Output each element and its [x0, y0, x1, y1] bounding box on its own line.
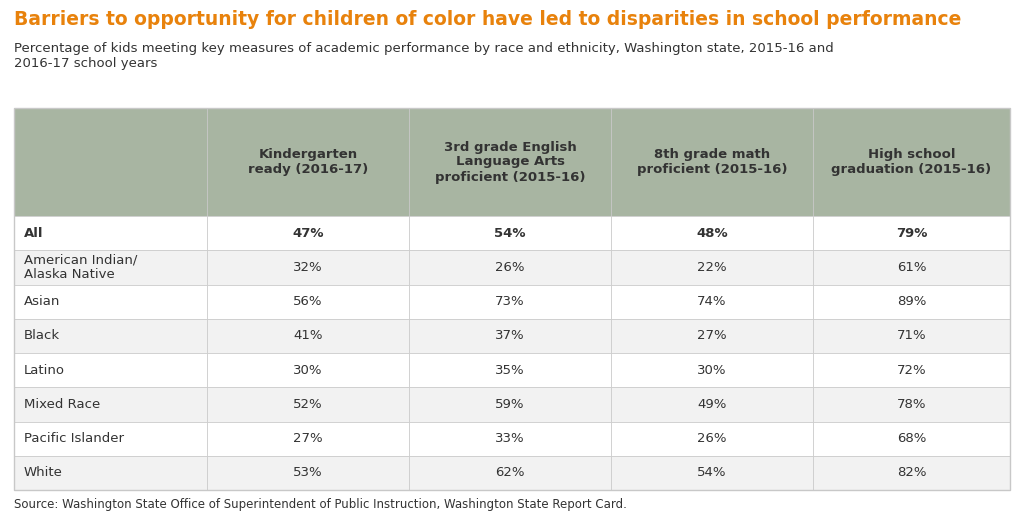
Text: Asian: Asian [24, 295, 60, 308]
Bar [14, 319, 207, 353]
Text: 61%: 61% [897, 261, 927, 274]
Text: 89%: 89% [897, 295, 926, 308]
Text: 73%: 73% [496, 295, 525, 308]
Bar [207, 216, 409, 250]
Bar [813, 108, 1010, 216]
Bar [207, 285, 409, 319]
Text: 30%: 30% [697, 364, 727, 377]
Text: 37%: 37% [496, 330, 525, 342]
Text: 54%: 54% [495, 226, 525, 239]
Text: 33%: 33% [496, 432, 525, 445]
Text: 68%: 68% [897, 432, 926, 445]
Bar [207, 353, 409, 387]
Bar [611, 108, 813, 216]
Bar [409, 319, 611, 353]
Bar [207, 319, 409, 353]
Bar [611, 387, 813, 421]
Bar [14, 285, 207, 319]
Text: 32%: 32% [293, 261, 323, 274]
Text: 41%: 41% [293, 330, 323, 342]
Text: Pacific Islander: Pacific Islander [24, 432, 124, 445]
Bar [611, 250, 813, 285]
Bar [14, 250, 207, 285]
Text: 35%: 35% [496, 364, 525, 377]
Bar [409, 108, 611, 216]
Text: 53%: 53% [293, 466, 323, 479]
Bar [611, 421, 813, 456]
Text: Mixed Race: Mixed Race [24, 398, 100, 411]
Bar [813, 250, 1010, 285]
Bar [14, 353, 207, 387]
Text: 26%: 26% [697, 432, 727, 445]
Bar [207, 387, 409, 421]
Bar [813, 285, 1010, 319]
Bar [813, 353, 1010, 387]
Bar [14, 456, 207, 490]
Text: 82%: 82% [897, 466, 927, 479]
Text: Black: Black [24, 330, 60, 342]
Text: 30%: 30% [293, 364, 323, 377]
Text: 3rd grade English
Language Arts
proficient (2015-16): 3rd grade English Language Arts proficie… [435, 140, 586, 183]
Text: Source: Washington State Office of Superintendent of Public Instruction, Washing: Source: Washington State Office of Super… [14, 498, 627, 511]
Text: Percentage of kids meeting key measures of academic performance by race and ethn: Percentage of kids meeting key measures … [14, 42, 834, 70]
Text: American Indian/
Alaska Native: American Indian/ Alaska Native [24, 254, 137, 281]
Text: Kindergarten
ready (2016-17): Kindergarten ready (2016-17) [248, 148, 369, 176]
Bar [813, 421, 1010, 456]
Bar [14, 421, 207, 456]
Bar [14, 108, 207, 216]
Bar [409, 456, 611, 490]
Bar [207, 421, 409, 456]
Bar [207, 250, 409, 285]
Bar [611, 216, 813, 250]
Bar [14, 216, 207, 250]
Bar [611, 319, 813, 353]
Bar [409, 387, 611, 421]
Text: 49%: 49% [697, 398, 727, 411]
Text: All: All [24, 226, 43, 239]
Bar [611, 285, 813, 319]
Text: 47%: 47% [292, 226, 324, 239]
Bar [207, 456, 409, 490]
Text: 72%: 72% [897, 364, 927, 377]
Text: 74%: 74% [697, 295, 727, 308]
Text: 78%: 78% [897, 398, 927, 411]
Bar [611, 353, 813, 387]
Bar [14, 108, 1010, 490]
Bar [813, 216, 1010, 250]
Text: 59%: 59% [496, 398, 524, 411]
Bar [813, 456, 1010, 490]
Bar [409, 285, 611, 319]
Text: Latino: Latino [24, 364, 65, 377]
Text: High school
graduation (2015-16): High school graduation (2015-16) [831, 148, 991, 176]
Bar [813, 319, 1010, 353]
Text: 27%: 27% [697, 330, 727, 342]
Bar [409, 250, 611, 285]
Text: 27%: 27% [293, 432, 323, 445]
Text: 62%: 62% [496, 466, 524, 479]
Text: 79%: 79% [896, 226, 927, 239]
Text: 56%: 56% [293, 295, 323, 308]
Text: White: White [24, 466, 62, 479]
Text: 71%: 71% [897, 330, 927, 342]
Bar [409, 353, 611, 387]
Text: 8th grade math
proficient (2015-16): 8th grade math proficient (2015-16) [637, 148, 787, 176]
Text: Barriers to opportunity for children of color have led to disparities in school : Barriers to opportunity for children of … [14, 10, 962, 29]
Text: 22%: 22% [697, 261, 727, 274]
Text: 54%: 54% [697, 466, 727, 479]
Text: 48%: 48% [696, 226, 728, 239]
Bar [14, 387, 207, 421]
Bar [207, 108, 409, 216]
Text: 26%: 26% [496, 261, 524, 274]
Bar [409, 421, 611, 456]
Bar [409, 216, 611, 250]
Bar [611, 456, 813, 490]
Bar [813, 387, 1010, 421]
Text: 52%: 52% [293, 398, 323, 411]
